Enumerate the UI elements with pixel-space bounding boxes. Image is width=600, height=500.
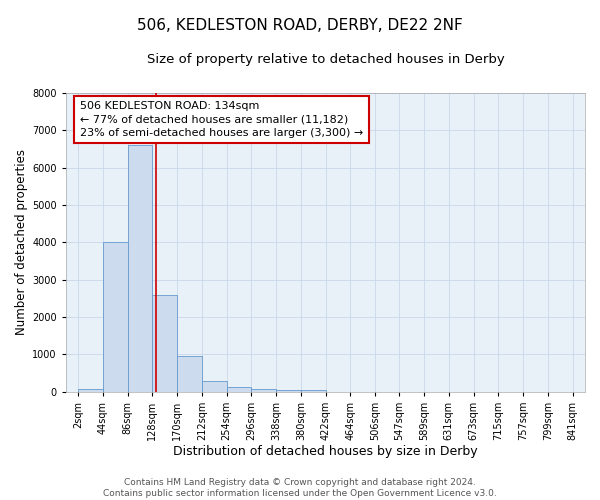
Title: Size of property relative to detached houses in Derby: Size of property relative to detached ho… (146, 52, 504, 66)
X-axis label: Distribution of detached houses by size in Derby: Distribution of detached houses by size … (173, 444, 478, 458)
Bar (276, 390, 301, 392)
Bar (251, 389, 276, 392)
Text: Contains HM Land Registry data © Crown copyright and database right 2024.
Contai: Contains HM Land Registry data © Crown c… (103, 478, 497, 498)
Text: 506 KEDLESTON ROAD: 134sqm
← 77% of detached houses are smaller (11,182)
23% of : 506 KEDLESTON ROAD: 134sqm ← 77% of deta… (80, 102, 363, 138)
Bar (78, 389, 103, 392)
Text: 506, KEDLESTON ROAD, DERBY, DE22 2NF: 506, KEDLESTON ROAD, DERBY, DE22 2NF (137, 18, 463, 32)
Bar (301, 390, 326, 392)
Bar (152, 294, 177, 392)
Bar (128, 146, 152, 392)
Bar (103, 242, 128, 392)
Y-axis label: Number of detached properties: Number of detached properties (15, 150, 28, 336)
Bar (202, 380, 227, 392)
Bar (177, 356, 202, 392)
Bar (227, 387, 251, 392)
